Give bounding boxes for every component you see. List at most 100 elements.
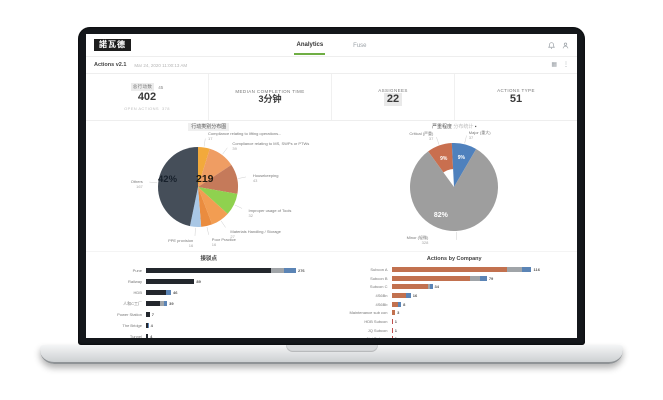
callout-line xyxy=(222,147,228,155)
bar-value: 4 xyxy=(150,323,153,328)
bar-value: 1 xyxy=(394,318,397,324)
bar-segment xyxy=(271,268,285,273)
user-icon[interactable] xyxy=(562,42,569,49)
pie-slice[interactable] xyxy=(158,147,198,227)
bar-row[interactable]: Maintenance sub con 3 xyxy=(332,308,578,317)
bar-row[interactable]: The Bridge 4 xyxy=(86,320,332,331)
pie-slice-label: Materials Handling / Storage 27 xyxy=(230,228,281,239)
bar-value: 1 xyxy=(394,327,397,333)
callout-line xyxy=(435,136,439,145)
pie-slice-label: Compliance relating to lifting operation… xyxy=(208,130,282,141)
kebab-menu-icon[interactable]: ⋮ xyxy=(563,62,569,68)
pie-slice[interactable] xyxy=(198,148,232,187)
bar-row[interactable]: Subcon B 79 xyxy=(332,274,578,283)
pie-slice[interactable] xyxy=(198,164,238,194)
bar-track xyxy=(391,275,487,281)
bar-segment xyxy=(284,268,296,273)
bar-segment xyxy=(146,323,148,328)
pie-slice[interactable] xyxy=(189,187,202,227)
bar-segment xyxy=(430,284,433,290)
pie-slice[interactable] xyxy=(198,187,238,214)
donut-slice[interactable] xyxy=(409,148,498,231)
kpi-total-actions-value: 402 xyxy=(137,91,157,104)
bar-track xyxy=(146,279,195,284)
bar-track xyxy=(391,266,532,272)
bar-track xyxy=(391,318,393,324)
app-header: 諾瓦德 Analytics Fuse xyxy=(86,34,577,57)
bar-segment xyxy=(146,301,161,306)
kpi-actions-type-value: 51 xyxy=(509,92,523,105)
bar-track xyxy=(391,284,433,290)
pie-slice[interactable] xyxy=(198,187,228,225)
callout-line xyxy=(463,135,467,144)
kpi-assignees: ASSIGNEES 22 xyxy=(331,74,454,120)
bar-row[interactable]: Tunnel 4 xyxy=(86,331,332,338)
bar-segment xyxy=(146,312,150,317)
bar-label: Pune xyxy=(132,268,142,273)
kpi-median-completion: MEDIAN COMPLETION TIME 3分钟 xyxy=(208,74,331,120)
donut-percent-label: 82% xyxy=(433,212,448,219)
bar-row[interactable]: JQ Subcon 1 xyxy=(332,326,578,335)
bar-row[interactable]: Pune 276 xyxy=(86,265,332,276)
kpi-median-completion-label: MEDIAN COMPLETION TIME xyxy=(235,89,305,95)
bar-label: JQ Subcon xyxy=(367,327,388,333)
bar-track xyxy=(146,334,149,338)
laptop-base xyxy=(40,345,623,364)
tab-analytics[interactable]: Analytics xyxy=(294,35,326,55)
donut-slice[interactable] xyxy=(451,143,476,187)
subheader-icons: ▦ ⋮ xyxy=(551,62,569,68)
bar-segment xyxy=(166,290,171,295)
bar-track xyxy=(391,301,402,307)
small-square-icon[interactable]: ▪ xyxy=(474,124,477,130)
kpi-total-actions-side: 45 xyxy=(158,84,164,90)
company-bar-title: Actions by Company xyxy=(426,256,482,262)
bar-segment xyxy=(507,266,522,272)
bar-row[interactable]: HDB Subcon 1 xyxy=(332,317,578,326)
bar-track xyxy=(146,290,171,295)
bell-icon[interactable] xyxy=(548,41,555,49)
severity-donut-title: 严重程度 分布统计 ▪ xyxy=(431,124,477,130)
bar-value: 39 xyxy=(169,301,174,306)
pie-slice[interactable] xyxy=(198,147,210,187)
bar-label: Maintenance sub con xyxy=(349,310,388,316)
bar-label: Subcon C xyxy=(369,284,388,290)
bar-row[interactable]: 4S6Bn 16 xyxy=(332,291,578,300)
bar-segment xyxy=(391,327,393,333)
bar-label: HDB Subcon xyxy=(364,318,388,324)
bar-value: 46 xyxy=(172,290,178,295)
bar-segment xyxy=(147,323,149,328)
callout-line xyxy=(234,204,243,209)
bar-row[interactable]: Subcon A 116 xyxy=(332,265,578,274)
kpi-total-actions-label: 总行动数 xyxy=(130,83,155,92)
category-pie-title: 行动类别分布图 xyxy=(86,123,332,131)
pie-slice-label: Housekeeping 43 xyxy=(252,172,279,183)
category-pie-chart: 行动类别分布图 42% 219 Compliance relating to l… xyxy=(86,121,332,251)
charts-row: 行动类别分布图 42% 219 Compliance relating to l… xyxy=(86,121,577,252)
bar-row[interactable]: HDB 46 xyxy=(86,287,332,298)
bar-row[interactable]: 4S6Bb 8 xyxy=(332,300,578,309)
location-bar-title: 接驳点 xyxy=(200,256,217,262)
kpi-median-completion-value: 3分钟 xyxy=(258,94,282,105)
brand-logo: 諾瓦德 xyxy=(94,39,131,51)
callout-line xyxy=(206,226,209,235)
app-subheader: Actions v2.1 Mar 24, 2020 11:00:13 AM ▦ … xyxy=(86,57,577,74)
tab-fuse[interactable]: Fuse xyxy=(353,43,367,49)
donut-percent-label: 9% xyxy=(457,155,465,161)
bar-segment xyxy=(469,275,480,281)
bar-row[interactable]: Subcon C 34 xyxy=(332,282,578,291)
pie-slice-label: Major (重大) 37 xyxy=(468,129,491,140)
bar-row[interactable]: Power Station 7 xyxy=(86,309,332,320)
grid-icon[interactable]: ▦ xyxy=(551,62,557,68)
bar-row[interactable]: 人和C工厂 39 xyxy=(86,298,332,309)
kpi-actions-type-label: ACTIONS TYPE xyxy=(497,87,535,93)
bar-segment xyxy=(479,275,487,281)
pie-slice[interactable] xyxy=(198,187,213,227)
bar-label: HDB xyxy=(133,290,142,295)
bar-track xyxy=(391,327,393,333)
bar-label: 人和C工厂 xyxy=(123,300,142,306)
bar-row[interactable]: Railway 89 xyxy=(86,276,332,287)
callout-line xyxy=(149,181,158,184)
kpi-assignees-value: 22 xyxy=(383,92,403,107)
kpi-total-actions: 总行动数 45 402 OPEN ACTIONS 378 xyxy=(86,74,208,120)
